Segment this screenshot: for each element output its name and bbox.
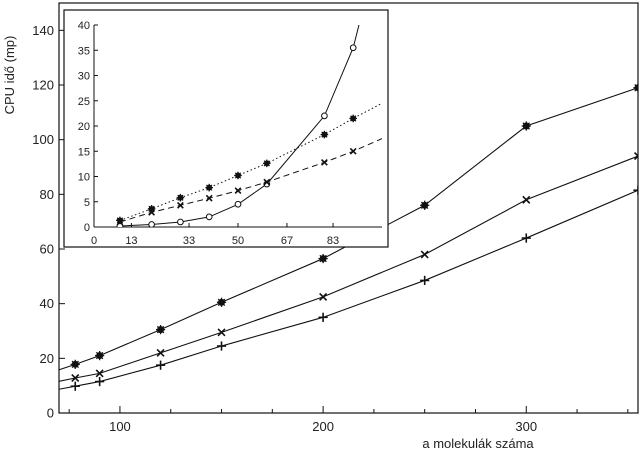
data-point: [420, 200, 430, 210]
inset-data-point: [234, 187, 242, 195]
inset-data-point: [349, 147, 357, 155]
y-tick-label: 140: [32, 23, 54, 38]
inset-data-point: [116, 218, 124, 226]
inset-y-tick-label: 20: [78, 121, 90, 133]
inset-data-point: [205, 183, 213, 192]
inset-chart: 0 5 10 15 20 25 30 35 40 0 13 33 50 67 83: [63, 9, 389, 248]
inset-y-tick-label: 35: [78, 45, 90, 57]
inset-y-tick-label: 5: [84, 197, 90, 209]
inset-data-point: [176, 193, 185, 202]
inset-y-tick-label: 15: [78, 146, 90, 158]
y-axis-label: CPU idő (mp): [2, 36, 17, 115]
data-point: [95, 376, 105, 387]
inset-data-point: [205, 194, 213, 202]
y-tick-label: 120: [32, 78, 54, 93]
inset-x-tick-label: 13: [125, 235, 137, 247]
data-point: [522, 195, 531, 204]
data-point: [420, 275, 430, 286]
inset-data-point: [234, 171, 242, 180]
data-point: [95, 351, 105, 361]
inset-data-point: [263, 159, 271, 168]
data-point: [216, 341, 227, 351]
inset-x-tick-label: 0: [91, 235, 97, 247]
inset-series-x: [116, 138, 382, 226]
inset-data-point: [349, 44, 357, 52]
inset-series-star: [116, 102, 382, 225]
data-point: [633, 185, 638, 195]
series-plus: [59, 185, 638, 391]
data-point: [633, 83, 638, 93]
inset-data-point: [176, 201, 184, 209]
data-point: [156, 348, 165, 357]
series-star: [59, 83, 638, 371]
data-point: [319, 292, 328, 301]
y-tick-label: 60: [40, 242, 54, 257]
inset-data-point: [205, 213, 213, 221]
data-point: [318, 312, 328, 322]
plot-frame: [58, 2, 639, 414]
data-point: [318, 253, 328, 264]
inset-series-circle: [116, 25, 360, 227]
inset-x-tick-label: 33: [183, 235, 195, 247]
x-axis-label: a molekulák száma: [422, 436, 534, 451]
x-tick-label: 100: [109, 419, 131, 434]
inset-y-tick-label: 0: [84, 222, 90, 234]
x-tick-label: 300: [515, 419, 537, 434]
data-point: [155, 325, 166, 335]
inset-y-tick-label: 25: [78, 96, 90, 108]
y-tick-label: 20: [40, 351, 54, 366]
inset-series-line: [119, 102, 382, 221]
data-point: [155, 360, 166, 370]
data-point: [216, 297, 227, 307]
inset-x-tick-label: 50: [232, 235, 244, 247]
data-point: [70, 381, 80, 391]
data-point: [217, 328, 226, 337]
x-tick-label: 200: [312, 419, 334, 434]
inset-data-point: [116, 216, 124, 225]
inset-data-point: [177, 218, 184, 226]
data-point: [521, 121, 531, 131]
inset-y-tick-label: 30: [78, 71, 90, 83]
inset-data-point: [321, 112, 328, 120]
inset-data-point: [349, 114, 357, 123]
inset-x-tick-label: 83: [327, 235, 339, 247]
inset-y-tick-label: 10: [78, 172, 90, 184]
data-point: [420, 250, 429, 259]
inset-data-point: [263, 178, 271, 186]
y-tick-label: 40: [40, 296, 54, 311]
data-point: [95, 369, 104, 378]
data-point: [71, 373, 80, 383]
y-tick-label: 80: [40, 187, 54, 202]
inset-data-point: [148, 221, 155, 227]
inset-data-point: [320, 130, 329, 139]
data-point: [70, 359, 80, 369]
inset-data-point: [234, 200, 242, 208]
inset-data-point: [320, 158, 328, 166]
y-tick-label: 0: [47, 406, 54, 421]
y-tick-label: 100: [32, 132, 54, 147]
inset-data-point: [148, 208, 156, 216]
inset-frame: [63, 9, 389, 248]
inset-x-tick-label: 67: [281, 235, 293, 247]
inset-y-tick-label: 40: [78, 20, 90, 32]
data-point: [521, 233, 531, 243]
series-x: [59, 152, 638, 383]
data-point: [633, 152, 638, 161]
